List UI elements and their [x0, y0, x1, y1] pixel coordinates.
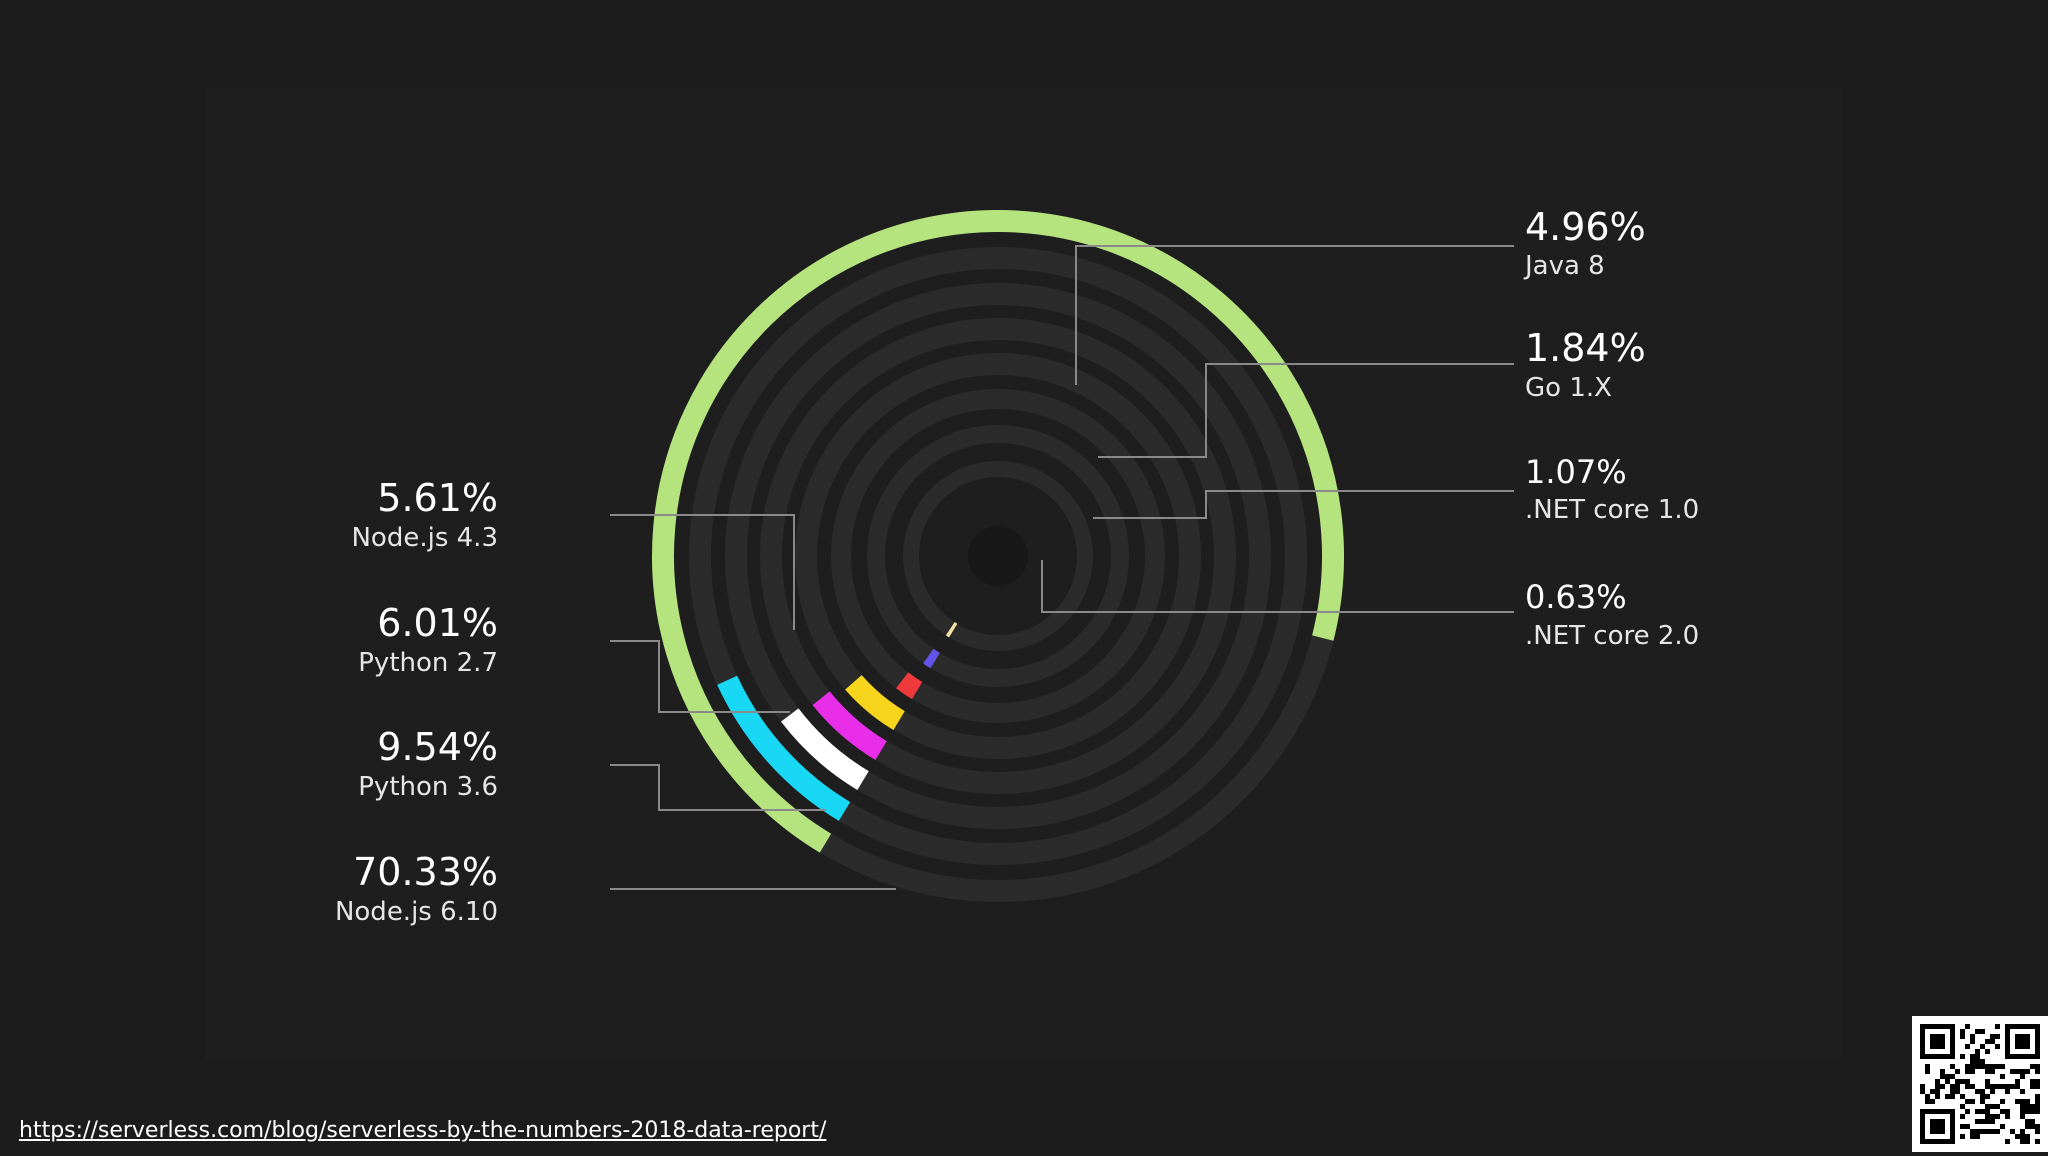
- leader-line-net-core-1-0: [1093, 490, 1514, 519]
- track-python-2-7: [725, 283, 1271, 829]
- track-net-core-1-0: [867, 425, 1129, 687]
- series-label-java-8: Java 8: [1523, 251, 1605, 281]
- leader-line-net-core-2-0: [1041, 560, 1514, 613]
- leader-line-python-3-6: [610, 764, 826, 811]
- pct-label-python-3-6: 9.54%: [377, 725, 498, 769]
- track-net-core-2-0: [903, 461, 1093, 651]
- chart-bars: [652, 210, 1344, 853]
- leader-line-node-js-4-3: [610, 514, 795, 630]
- leader-line-java-8: [1075, 245, 1514, 385]
- series-label-net-core-2-0: .NET core 2.0: [1525, 621, 1699, 651]
- pct-label-java-8: 4.96%: [1525, 205, 1646, 249]
- pct-label-go-1-x: 1.84%: [1525, 326, 1646, 370]
- series-label-python-3-6: Python 3.6: [358, 772, 498, 802]
- source-link[interactable]: https://serverless.com/blog/serverless-b…: [19, 1118, 827, 1143]
- bar-net-core-2-0: [945, 622, 958, 638]
- bar-python-3-6: [717, 675, 851, 821]
- track-go-1-x: [831, 389, 1165, 723]
- bar-node-js-4-3: [812, 691, 887, 761]
- bar-go-1-x: [896, 672, 923, 700]
- leader-line-go-1-x: [1098, 363, 1514, 458]
- track-node-js-4-3: [760, 318, 1236, 794]
- center-dot: [968, 526, 1028, 586]
- bar-net-core-1-0: [923, 648, 940, 669]
- series-label-node-js-6-10: Node.js 6.10: [335, 897, 498, 927]
- series-label-python-2-7: Python 2.7: [358, 648, 498, 678]
- pct-label-net-core-1-0: 1.07%: [1525, 453, 1627, 491]
- series-label-net-core-1-0: .NET core 1.0: [1525, 495, 1699, 525]
- pct-label-python-2-7: 6.01%: [377, 601, 498, 645]
- series-label-node-js-4-3: Node.js 4.3: [351, 523, 498, 553]
- chart-leader-lines: [610, 245, 1514, 890]
- series-label-go-1-x: Go 1.X: [1525, 373, 1612, 403]
- qr-code-icon: [1912, 1016, 2048, 1152]
- pct-label-node-js-4-3: 5.61%: [377, 476, 498, 520]
- bar-python-2-7: [781, 708, 869, 791]
- track-python-3-6: [689, 247, 1307, 865]
- track-java-8: [795, 353, 1201, 759]
- pct-label-node-js-6-10: 70.33%: [353, 850, 498, 894]
- chart-labels: 70.33%Node.js 6.10 9.54%Python 3.6 6.01%Py…: [335, 205, 1699, 927]
- bar-java-8: [845, 674, 905, 731]
- leader-line-python-2-7: [610, 640, 790, 713]
- bar-node-js-6-10: [652, 210, 1344, 853]
- pct-label-net-core-2-0: 0.63%: [1525, 578, 1627, 616]
